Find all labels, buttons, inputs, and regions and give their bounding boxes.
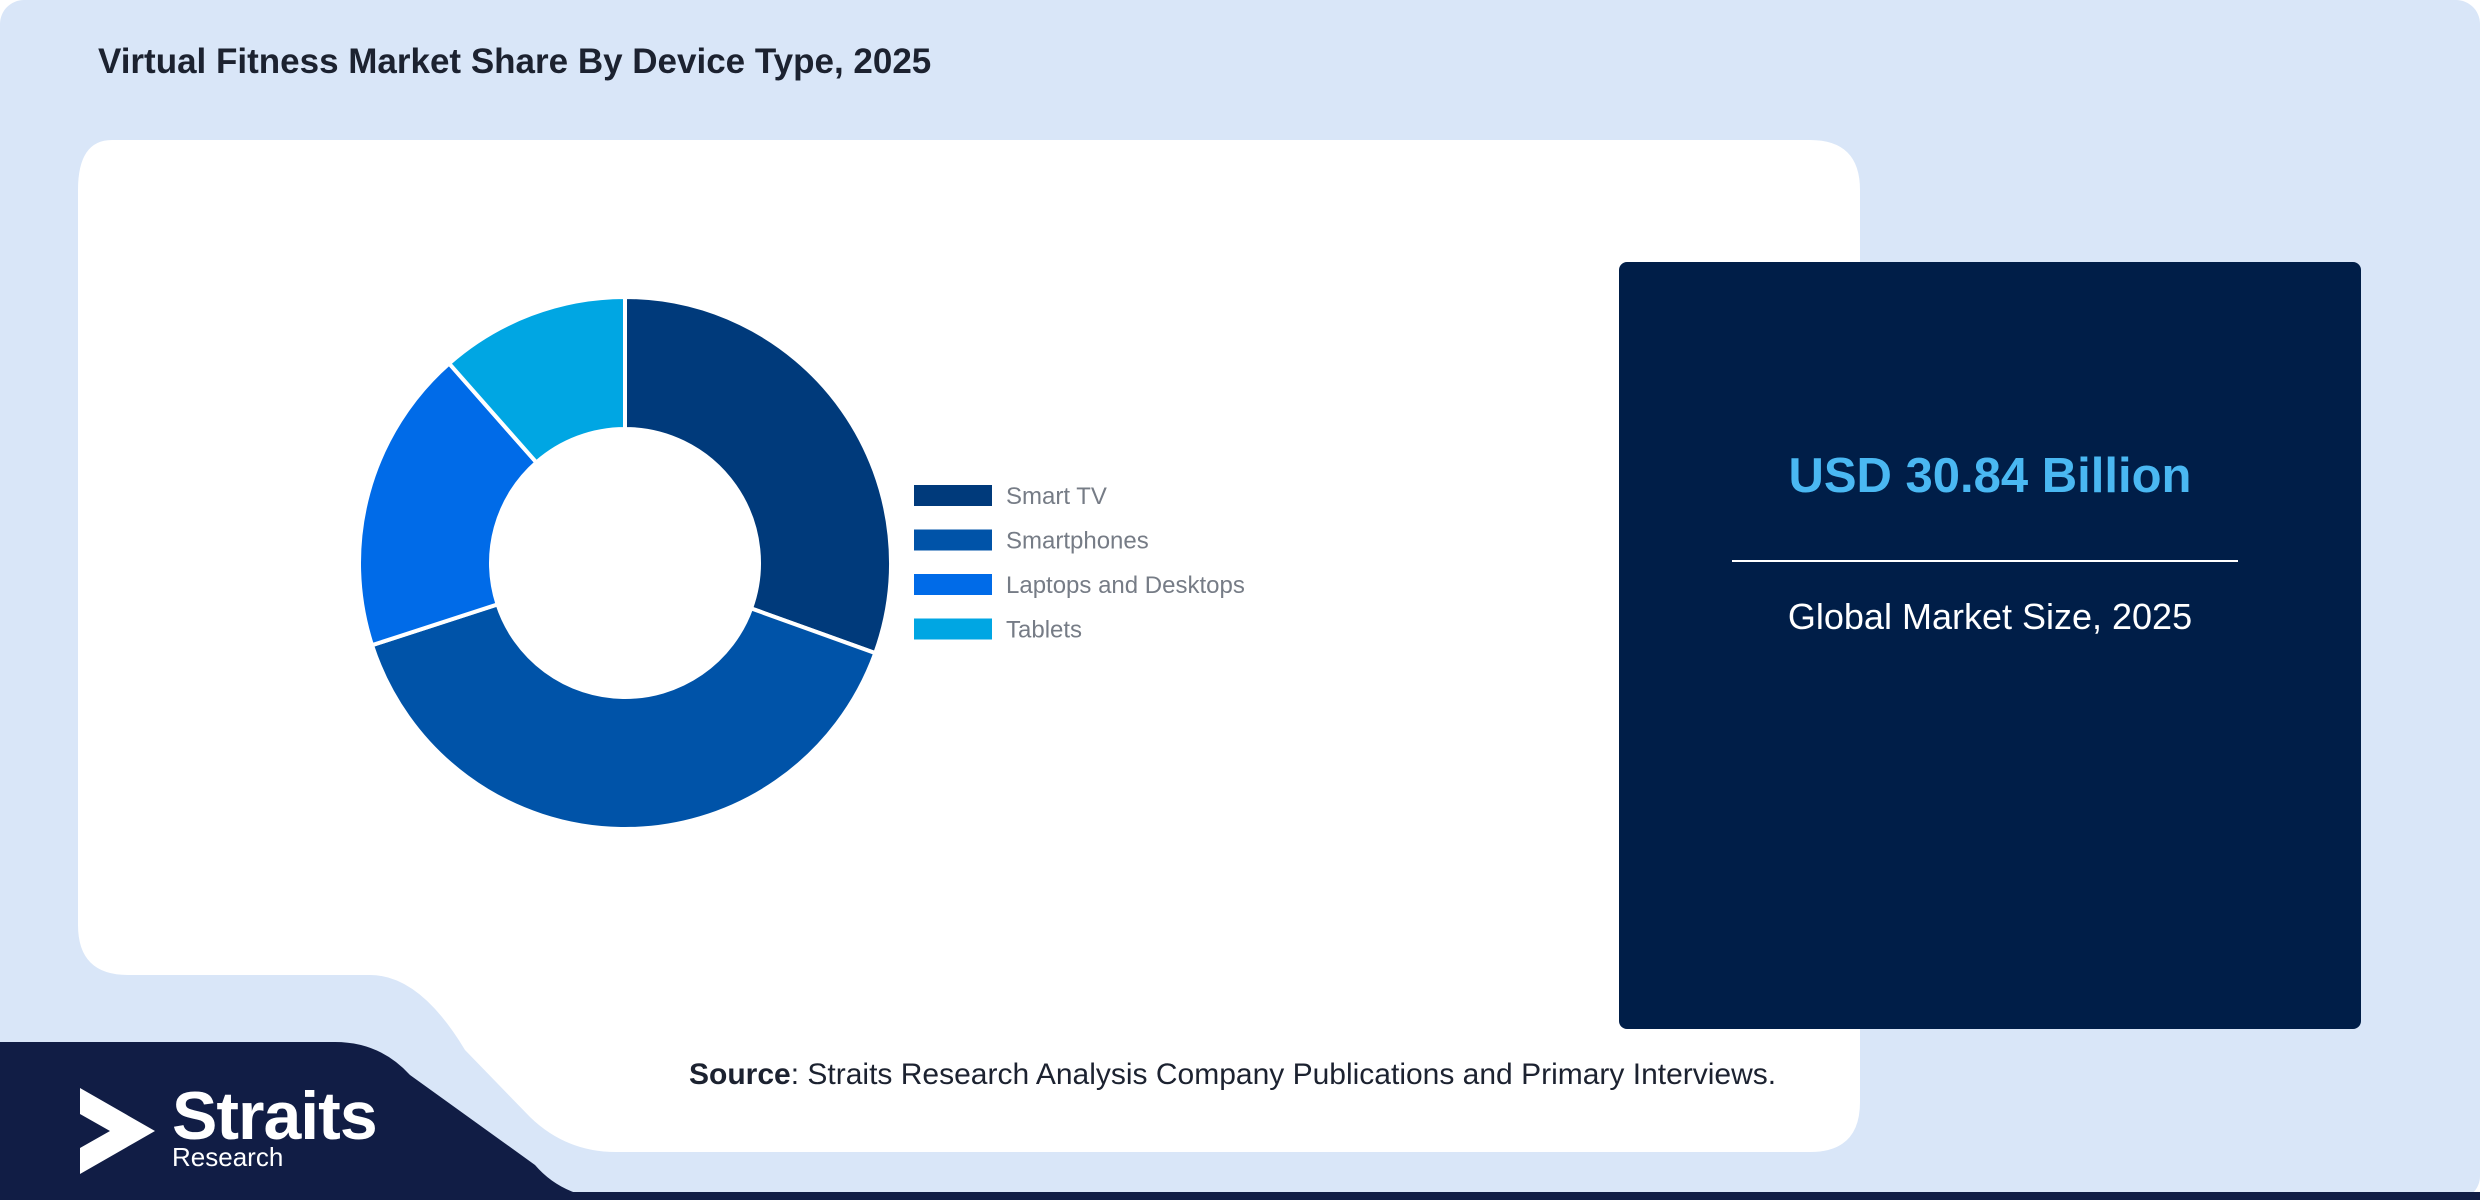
donut-slice-tablets: [446, 294, 627, 466]
chart-title: Virtual Fitness Market Share By Device T…: [98, 42, 932, 81]
donut-slice-smartphones: [369, 601, 878, 831]
legend-swatch-tablets: [914, 618, 992, 640]
legend-label-smart-tv: Smart TV: [1006, 483, 1107, 510]
source-note: Source: Straits Research Analysis Compan…: [689, 1058, 1776, 1092]
source-text: : Straits Research Analysis Company Publ…: [790, 1058, 1777, 1091]
donut-slice-laptops-and-desktops: [357, 360, 540, 648]
market-size-panel: USD 30.84 Billion Global Market Size, 20…: [1619, 262, 2361, 1029]
legend-swatch-smartphones: [914, 529, 992, 551]
footer-strip: [560, 1192, 2480, 1200]
legend-label-tablets: Tablets: [1006, 617, 1082, 644]
logo-wordmark: Straits: [172, 1078, 378, 1154]
footer-band: [0, 1042, 620, 1200]
legend-swatch-laptops-and-desktops: [914, 574, 992, 595]
market-size-label: Global Market Size, 2025: [1787, 596, 2193, 637]
divider: [1732, 560, 2238, 562]
legend-label-smartphones: Smartphones: [1006, 528, 1149, 555]
logo-arrow-icon: [80, 1088, 155, 1174]
chart-legend: Smart TV Smartphones Laptops and Desktops T…: [914, 483, 1245, 644]
donut-slices: [357, 294, 893, 831]
market-size-value: USD 30.84 Billion: [1788, 449, 2192, 503]
legend-label-laptops-and-desktops: Laptops and Desktops: [1006, 572, 1245, 599]
donut-slice-smart-tv: [623, 294, 893, 656]
logo-subtitle: Research: [172, 1142, 284, 1172]
source-prefix: Source: [689, 1058, 791, 1091]
legend-swatch-smart-tv: [914, 485, 992, 506]
